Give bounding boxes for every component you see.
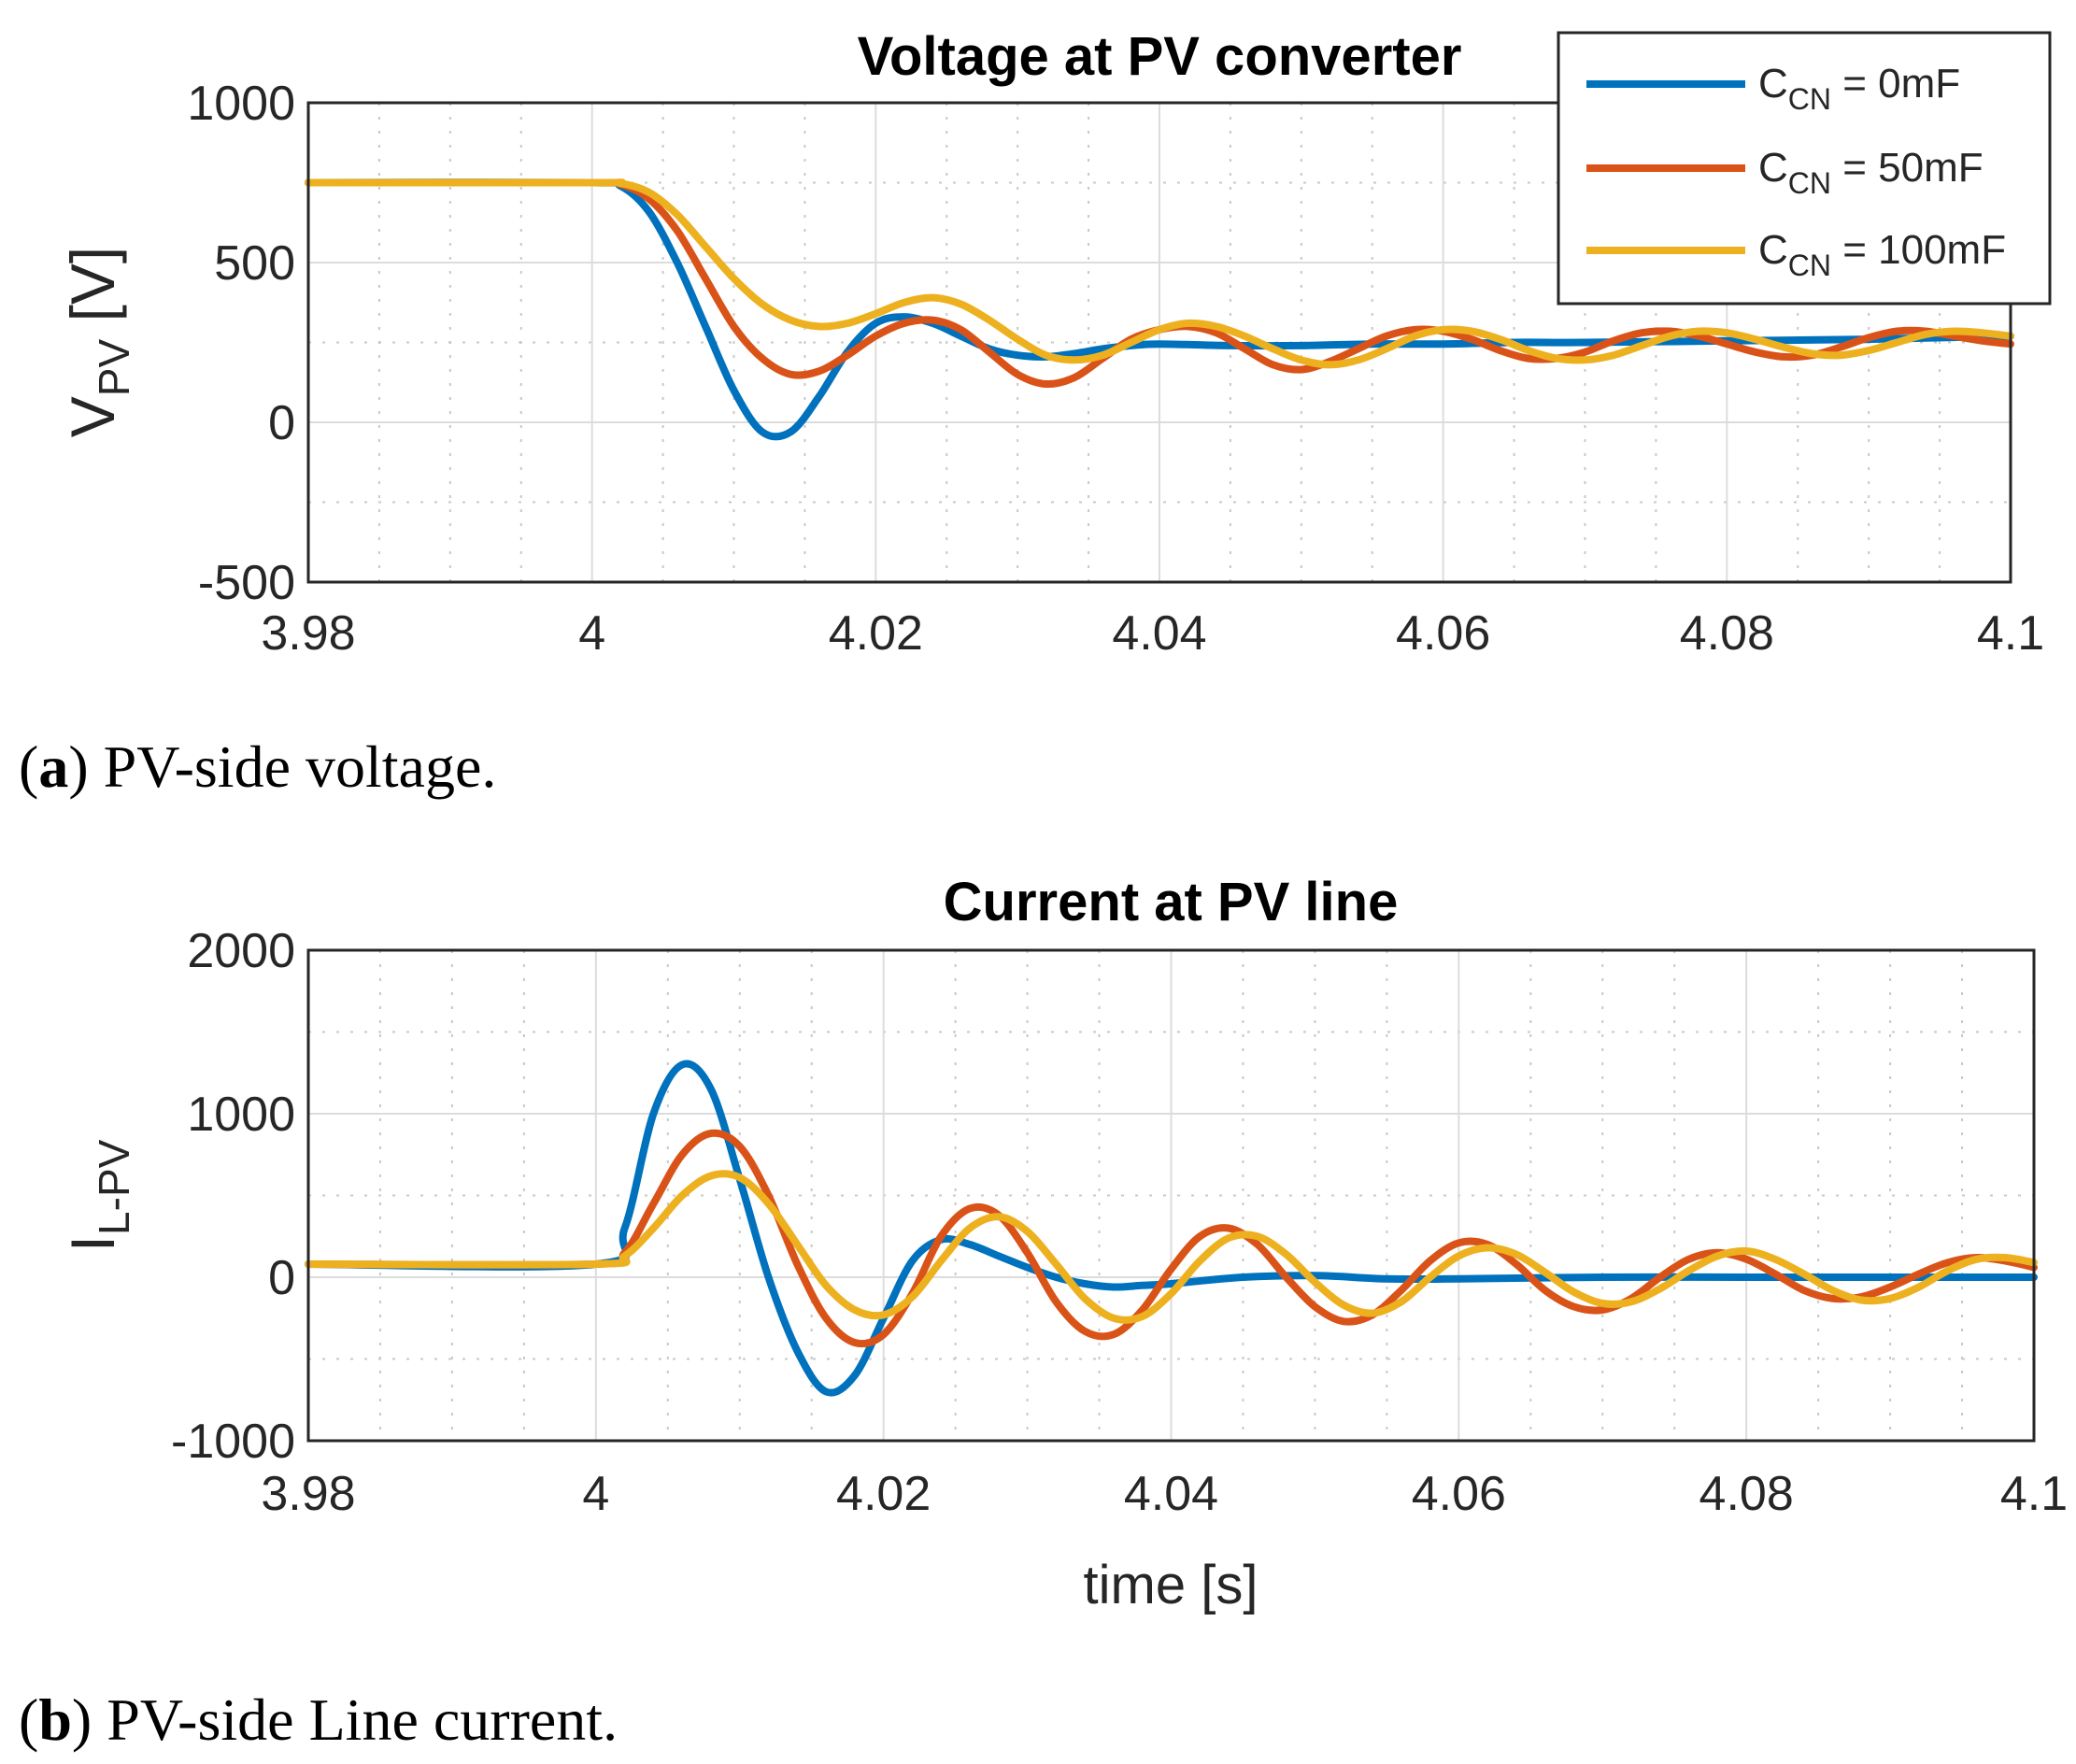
current-tick-labels: 3.98 4 4.02 4.04 4.06 4.08 4.1 -1000 0 1000 2000 [171, 924, 2068, 1521]
voltage-y-label-main: V [58, 396, 127, 437]
caption-a-letter: a [38, 733, 68, 800]
voltage-x-tick-label: 4.06 [1396, 606, 1490, 661]
current-x-tick-label: 4.08 [1699, 1467, 1794, 1521]
voltage-x-tick-label: 4.1 [1977, 606, 2044, 661]
voltage-series-group [305, 178, 2014, 441]
legend-entry-0mf-rest: = 0mF [1831, 61, 1960, 107]
caption-b-text: ) PV-side Line current. [72, 1686, 618, 1753]
current-y-tick-label: 2000 [187, 924, 295, 978]
legend: CCN = 0mF CCN = 50mF CCN = 100mF [1557, 31, 2052, 306]
legend-entry-0mf-main: C [1758, 61, 1788, 107]
voltage-chart-title: Voltage at PV converter [858, 26, 1462, 87]
voltage-axes-frame [306, 101, 2012, 584]
current-chart-panel: 3.98 4 4.02 4.04 4.06 4.08 4.1 -1000 0 1000 2000 C… [19, 872, 2068, 1753]
voltage-tick-labels: 3.98 4 4.02 4.04 4.06 4.08 4.1 -500 0 500 1000 [187, 77, 2044, 661]
legend-entry-0mf-sub: CN [1788, 82, 1831, 116]
caption-a: (a) PV-side voltage. [19, 733, 496, 800]
voltage-chart-panel: 3.98 4 4.02 4.04 4.06 4.08 4.1 -500 0 500 1000 Vol… [19, 26, 2052, 800]
current-series-line-100mf [305, 1170, 2038, 1324]
current-x-tick-label: 4.04 [1124, 1467, 1218, 1521]
caption-a-open: ( [19, 733, 38, 800]
caption-a-text: ) PV-side voltage. [68, 733, 496, 800]
current-y-label-main: I [58, 1235, 127, 1252]
current-series-line-0mf [305, 1060, 2038, 1397]
voltage-x-tick-label: 4 [578, 606, 605, 661]
current-chart-title: Current at PV line [944, 872, 1399, 932]
voltage-series-line-50mf [305, 178, 2014, 389]
voltage-y-tick-label: 1000 [187, 77, 295, 131]
legend-entry-100mf-main: C [1758, 227, 1788, 273]
voltage-x-tick-label: 4.08 [1680, 606, 1774, 661]
legend-entry-100mf-sub: CN [1788, 249, 1831, 282]
legend-entry-50mf: CCN = 50mF [1758, 145, 1984, 200]
legend-entry-50mf-sub: CN [1788, 166, 1831, 200]
current-axes-frame [306, 948, 2036, 1443]
current-x-tick-label: 4.02 [836, 1467, 931, 1521]
current-x-tick-label: 4 [582, 1467, 609, 1521]
voltage-y-axis-label: VPV [V] [58, 247, 138, 437]
voltage-x-tick-label: 3.98 [261, 606, 355, 661]
legend-entry-50mf-rest: = 50mF [1831, 145, 1984, 191]
voltage-y-label-sub: PV [90, 339, 138, 397]
legend-entry-100mf-rest: = 100mF [1831, 227, 2006, 273]
legend-entry-0mf: CCN = 0mF [1758, 61, 1960, 116]
voltage-y-tick-label: 0 [268, 396, 295, 450]
current-x-tick-label: 4.1 [2000, 1467, 2068, 1521]
current-x-tick-label: 4.06 [1412, 1467, 1506, 1521]
current-x-tick-label: 3.98 [261, 1467, 355, 1521]
voltage-y-tick-label: 500 [214, 236, 295, 291]
voltage-x-tick-label: 4.02 [829, 606, 923, 661]
caption-b: (b) PV-side Line current. [19, 1686, 618, 1753]
voltage-y-label-unit: [V] [58, 247, 127, 339]
current-y-tick-label: 1000 [187, 1088, 295, 1142]
voltage-y-tick-label: -500 [198, 556, 295, 610]
caption-b-open: ( [19, 1686, 38, 1753]
current-series-group [305, 1060, 2038, 1397]
caption-b-letter: b [38, 1686, 72, 1753]
legend-entry-100mf: CCN = 100mF [1758, 227, 2006, 282]
current-y-tick-label: 0 [268, 1251, 295, 1305]
current-x-axis-label: time [s] [1084, 1555, 1258, 1615]
legend-entry-50mf-main: C [1758, 145, 1788, 191]
current-y-axis-label: IL-PV [58, 1139, 138, 1252]
current-y-tick-label: -1000 [171, 1415, 295, 1469]
voltage-x-tick-label: 4.04 [1112, 606, 1206, 661]
current-y-label-sub: L-PV [90, 1139, 138, 1235]
voltage-series-line-100mf [305, 178, 2014, 369]
